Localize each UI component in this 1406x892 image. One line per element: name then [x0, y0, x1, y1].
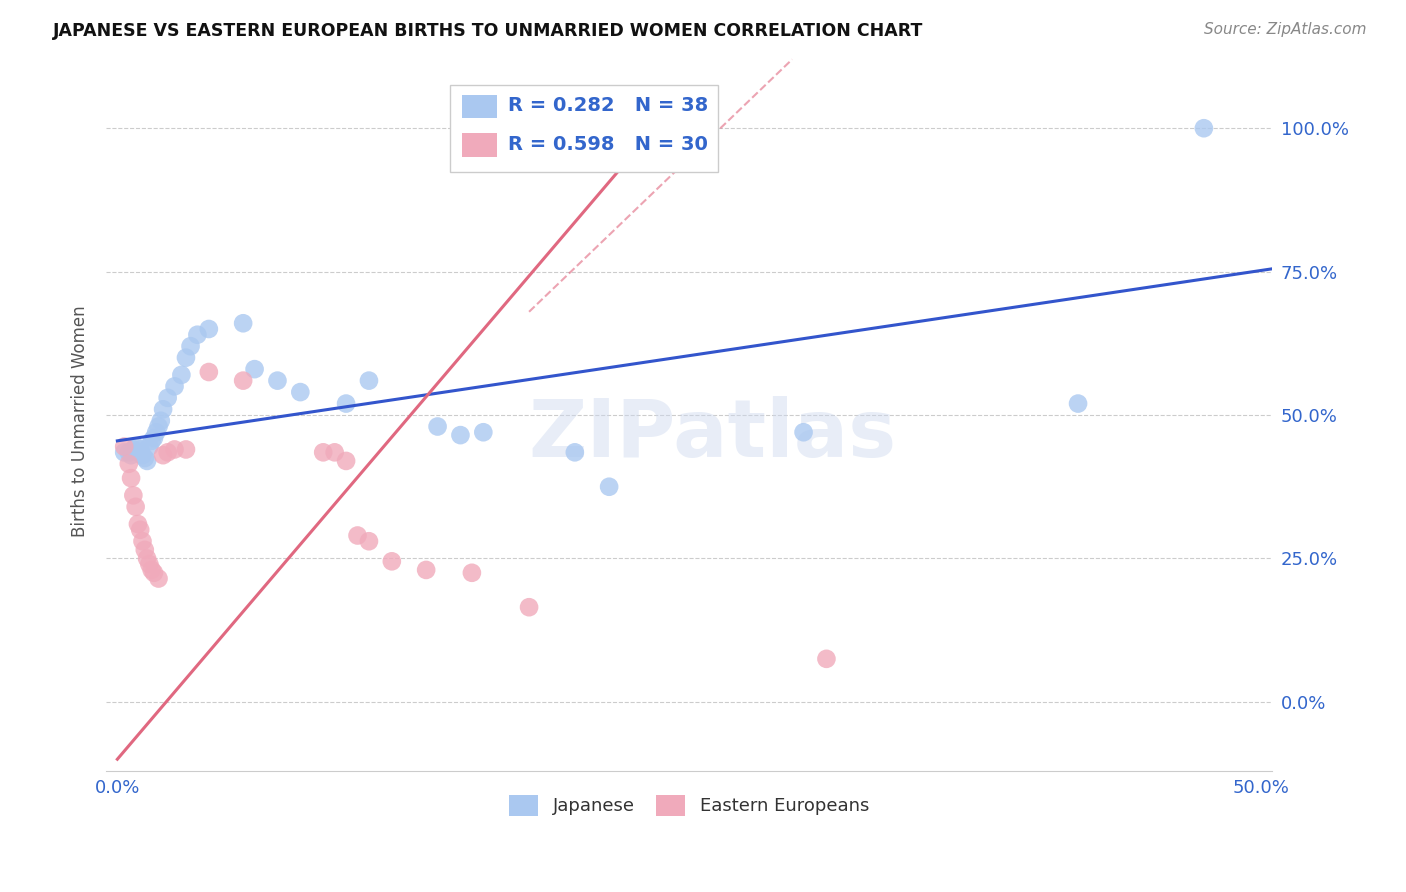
Point	[381, 554, 404, 568]
Point	[186, 327, 208, 342]
Point	[112, 445, 135, 459]
Text: R = 0.282   N = 38: R = 0.282 N = 38	[509, 96, 709, 115]
Point	[156, 445, 179, 459]
Point	[131, 534, 153, 549]
Point	[124, 440, 146, 454]
Point	[141, 434, 163, 448]
Point	[1192, 121, 1215, 136]
Point	[112, 440, 135, 454]
Point	[290, 385, 312, 400]
Point	[136, 551, 159, 566]
Point	[152, 448, 174, 462]
Point	[517, 600, 540, 615]
Point	[449, 428, 471, 442]
Point	[134, 451, 156, 466]
Point	[335, 454, 357, 468]
Point	[312, 445, 335, 459]
Point	[129, 523, 152, 537]
Point	[1067, 396, 1090, 410]
Point	[415, 563, 437, 577]
Point	[357, 374, 380, 388]
Point	[232, 374, 254, 388]
Point	[127, 445, 149, 459]
Point	[124, 500, 146, 514]
Point	[149, 414, 172, 428]
Point	[357, 534, 380, 549]
Point	[163, 442, 186, 457]
Point	[156, 391, 179, 405]
Point	[243, 362, 266, 376]
FancyBboxPatch shape	[461, 133, 496, 157]
Point	[180, 339, 202, 353]
Point	[138, 440, 160, 454]
Point	[148, 572, 170, 586]
FancyBboxPatch shape	[450, 85, 718, 172]
Point	[134, 542, 156, 557]
Point	[163, 379, 186, 393]
Point	[120, 471, 142, 485]
Legend: Japanese, Eastern Europeans: Japanese, Eastern Europeans	[501, 786, 879, 824]
Text: ZIPatlas: ZIPatlas	[529, 396, 897, 474]
Point	[170, 368, 193, 382]
Y-axis label: Births to Unmarried Women: Births to Unmarried Women	[72, 305, 89, 537]
Point	[335, 396, 357, 410]
Text: JAPANESE VS EASTERN EUROPEAN BIRTHS TO UNMARRIED WOMEN CORRELATION CHART: JAPANESE VS EASTERN EUROPEAN BIRTHS TO U…	[53, 22, 924, 40]
FancyBboxPatch shape	[461, 95, 496, 119]
Point	[122, 442, 145, 457]
Point	[564, 445, 586, 459]
Point	[129, 442, 152, 457]
Point	[232, 316, 254, 330]
Point	[148, 419, 170, 434]
Point	[266, 374, 288, 388]
Point	[142, 566, 165, 580]
Point	[472, 425, 495, 440]
Point	[174, 442, 197, 457]
Point	[118, 445, 141, 459]
Point	[127, 516, 149, 531]
Point	[141, 563, 163, 577]
Point	[152, 402, 174, 417]
Point	[198, 322, 221, 336]
Point	[346, 528, 368, 542]
Point	[136, 454, 159, 468]
Point	[120, 448, 142, 462]
Point	[131, 448, 153, 462]
Point	[323, 445, 346, 459]
Point	[174, 351, 197, 365]
Point	[598, 480, 620, 494]
Point	[426, 419, 449, 434]
Point	[118, 457, 141, 471]
Point	[815, 652, 838, 666]
Text: Source: ZipAtlas.com: Source: ZipAtlas.com	[1204, 22, 1367, 37]
Point	[138, 557, 160, 571]
Point	[461, 566, 484, 580]
Point	[142, 431, 165, 445]
Point	[145, 425, 167, 440]
Point	[122, 488, 145, 502]
Text: R = 0.598   N = 30: R = 0.598 N = 30	[509, 135, 709, 153]
Point	[793, 425, 815, 440]
Point	[198, 365, 221, 379]
